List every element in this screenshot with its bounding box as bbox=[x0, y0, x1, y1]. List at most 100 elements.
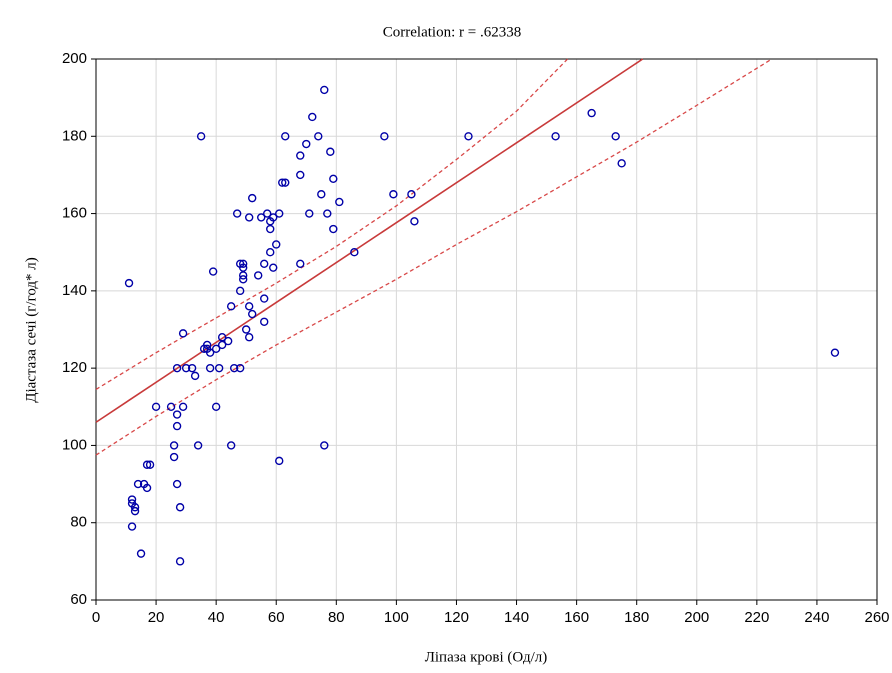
point bbox=[151, 402, 161, 411]
x-tick-label: 0 bbox=[92, 609, 100, 626]
point bbox=[335, 197, 344, 207]
point bbox=[211, 402, 221, 411]
point bbox=[232, 209, 242, 218]
x-tick-label: 160 bbox=[564, 609, 589, 626]
y-tick-label: 140 bbox=[62, 282, 87, 299]
x-tick-label: 100 bbox=[384, 609, 409, 626]
x-tick-label: 180 bbox=[624, 609, 649, 626]
y-tick-label: 120 bbox=[62, 359, 87, 376]
point bbox=[244, 333, 254, 342]
point bbox=[617, 159, 626, 168]
point bbox=[196, 132, 206, 141]
point bbox=[380, 132, 389, 141]
point bbox=[226, 302, 236, 311]
point bbox=[302, 139, 311, 149]
point bbox=[175, 503, 185, 512]
point bbox=[257, 213, 266, 222]
point bbox=[275, 456, 284, 466]
point bbox=[410, 217, 419, 226]
point bbox=[254, 271, 263, 280]
point bbox=[323, 209, 332, 218]
x-tick-label: 260 bbox=[864, 609, 889, 626]
point bbox=[238, 271, 248, 280]
point bbox=[211, 344, 221, 354]
x-tick-label: 20 bbox=[148, 609, 165, 626]
point bbox=[244, 213, 254, 222]
y-axis-label: Діастаза сечі (г/год* л) bbox=[23, 257, 39, 403]
point bbox=[178, 329, 188, 338]
point bbox=[263, 209, 272, 218]
point bbox=[202, 340, 212, 350]
point bbox=[611, 132, 620, 141]
x-tick-label: 40 bbox=[208, 609, 225, 626]
point bbox=[130, 503, 140, 512]
point bbox=[205, 363, 215, 373]
point bbox=[142, 483, 152, 493]
point bbox=[247, 193, 257, 203]
point bbox=[145, 460, 155, 469]
x-axis-label: Ліпаза крові (Од/л) bbox=[425, 649, 548, 665]
point bbox=[127, 522, 137, 531]
point bbox=[281, 132, 290, 141]
point bbox=[130, 506, 140, 516]
point bbox=[235, 363, 245, 373]
point bbox=[326, 147, 335, 156]
point bbox=[136, 549, 146, 558]
x-tick-label: 60 bbox=[268, 609, 285, 626]
point bbox=[266, 248, 275, 257]
point bbox=[226, 441, 236, 450]
point bbox=[587, 108, 596, 118]
point bbox=[272, 240, 281, 249]
x-tick-label: 220 bbox=[744, 609, 769, 626]
point bbox=[269, 263, 278, 272]
point bbox=[133, 479, 143, 489]
point bbox=[296, 170, 305, 180]
point bbox=[407, 190, 416, 199]
point bbox=[238, 263, 248, 272]
point bbox=[205, 348, 215, 357]
point bbox=[178, 402, 188, 411]
point bbox=[260, 259, 269, 269]
point bbox=[320, 441, 329, 450]
x-tick-label: 240 bbox=[804, 609, 829, 626]
point bbox=[142, 460, 152, 469]
point bbox=[278, 178, 287, 187]
point bbox=[329, 224, 338, 234]
point bbox=[238, 259, 248, 269]
x-tick-label: 140 bbox=[504, 609, 529, 626]
point bbox=[314, 132, 323, 141]
point bbox=[241, 325, 251, 334]
point bbox=[329, 174, 338, 183]
point bbox=[266, 224, 275, 234]
point bbox=[317, 190, 326, 199]
point bbox=[260, 317, 269, 326]
point bbox=[281, 178, 290, 187]
point bbox=[214, 363, 224, 373]
x-tick-label: 120 bbox=[444, 609, 469, 626]
point bbox=[275, 209, 284, 218]
point bbox=[389, 190, 398, 199]
point bbox=[175, 557, 185, 566]
point bbox=[269, 213, 278, 222]
point bbox=[247, 309, 257, 319]
point bbox=[296, 259, 305, 269]
point bbox=[172, 421, 182, 431]
regression-line bbox=[95, 58, 644, 423]
x-tick-label: 80 bbox=[328, 609, 345, 626]
point bbox=[551, 132, 560, 141]
point bbox=[229, 363, 239, 373]
point bbox=[193, 441, 203, 450]
x-tick-label: 200 bbox=[684, 609, 709, 626]
point bbox=[172, 363, 182, 373]
point bbox=[320, 85, 329, 95]
point bbox=[172, 479, 182, 489]
point bbox=[830, 348, 840, 357]
point bbox=[172, 410, 182, 419]
point bbox=[208, 267, 218, 276]
confidence-band bbox=[95, 58, 569, 390]
y-tick-label: 60 bbox=[70, 591, 87, 608]
y-tick-label: 80 bbox=[70, 514, 87, 531]
y-tick-label: 160 bbox=[62, 205, 87, 222]
